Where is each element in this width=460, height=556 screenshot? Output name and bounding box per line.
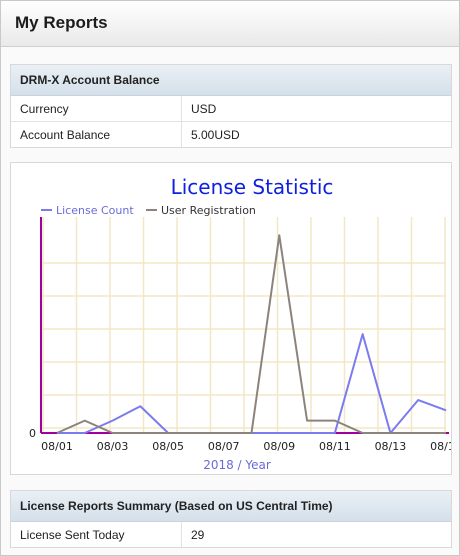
license-chart-panel: License Statistic License Count User Regi… (10, 162, 460, 475)
chart-legend: License Count User Registration (41, 204, 256, 217)
license-summary-panel: License Reports Summary (Based on US Cen… (10, 490, 452, 548)
column-divider (181, 96, 182, 121)
license-sent-today-label: License Sent Today (20, 528, 125, 542)
chart-axes (40, 217, 449, 434)
chart-ticks: 08/01 08/03 08/05 08/07 08/09 08/11 08/13 08/15… (29, 427, 460, 453)
column-divider (181, 522, 182, 547)
x-tick-label: 08/13 (375, 440, 407, 453)
series-line (57, 333, 447, 434)
license-summary-header: License Reports Summary (Based on US Cen… (11, 491, 451, 522)
page-title: My Reports (15, 13, 108, 32)
x-tick-label: 08/09 (263, 440, 295, 453)
license-statistic-chart: License Statistic License Count User Regi… (29, 175, 460, 472)
account-balance-header: DRM-X Account Balance (11, 65, 451, 96)
x-tick-label: 08/05 (152, 440, 184, 453)
x-tick-label: 08/11 (319, 440, 351, 453)
x-tick-label: 08/03 (97, 440, 129, 453)
account-balance-value: 5.00USD (191, 128, 240, 142)
x-axis-title: 2018 / Year (203, 458, 271, 472)
column-divider (181, 122, 182, 147)
chart-grid (41, 217, 446, 433)
x-tick-label: 08/01 (41, 440, 73, 453)
y-tick-label: 0 (29, 427, 36, 440)
currency-label: Currency (20, 102, 69, 116)
legend-label: License Count (56, 204, 134, 217)
x-tick-label: 08/07 (208, 440, 240, 453)
currency-value: USD (191, 102, 217, 116)
account-balance-label: Account Balance (20, 128, 111, 142)
x-tick-label: 08/15 (430, 440, 451, 453)
table-row: Currency USD (11, 96, 451, 122)
chart-title: License Statistic (171, 175, 334, 199)
page-header: My Reports (1, 1, 459, 47)
legend-label: User Registration (161, 204, 256, 217)
account-balance-panel: DRM-X Account Balance Currency USD Accou… (10, 64, 452, 148)
table-row: Account Balance 5.00USD (11, 122, 451, 147)
license-sent-today-value: 29 (191, 528, 205, 542)
series-line (56, 234, 446, 434)
table-row: License Sent Today 29 (11, 522, 451, 547)
chart-series (56, 234, 447, 434)
